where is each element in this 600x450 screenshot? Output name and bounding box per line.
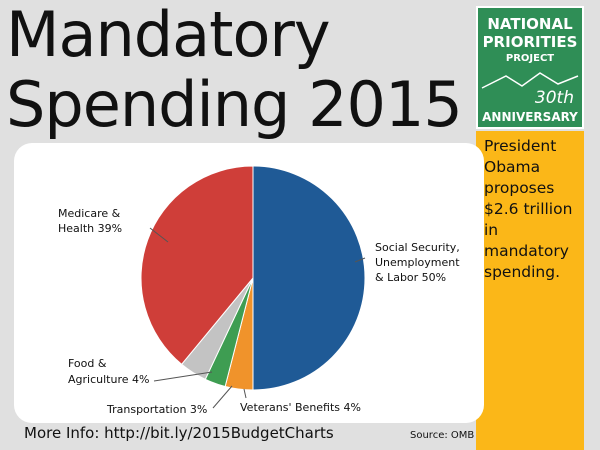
page-title-line1: Mandatory bbox=[6, 0, 331, 71]
sidebar-callout: President Obama proposes $2.6 trillion i… bbox=[476, 131, 584, 450]
logo-line2: PRIORITIES bbox=[482, 33, 578, 51]
slice-label-food-line1: Food & bbox=[68, 357, 107, 370]
pie-slices bbox=[140, 165, 366, 391]
leader-food bbox=[153, 371, 213, 382]
leader-veterans bbox=[243, 388, 247, 399]
logo-line4: 30th bbox=[534, 88, 574, 108]
leader-lines bbox=[149, 227, 366, 409]
slice-label-social-security-line3: & Labor 50% bbox=[375, 271, 446, 284]
national-priorities-project-logo: NATIONAL PRIORITIES PROJECT 30th ANNIVER… bbox=[476, 6, 584, 129]
logo-line5: ANNIVERSARY bbox=[482, 110, 578, 124]
slice-label-veterans: Veterans' Benefits 4% bbox=[240, 401, 361, 414]
leader-medicare bbox=[149, 227, 169, 243]
logo-line3: PROJECT bbox=[505, 53, 555, 64]
pie-slice-medicare-health bbox=[140, 165, 254, 366]
slice-label-social-security-line1: Social Security, bbox=[375, 241, 460, 254]
mountain-icon bbox=[481, 72, 579, 89]
slice-label-food-line2: Agriculture 4% bbox=[68, 373, 149, 386]
logo-line1: NATIONAL bbox=[487, 15, 573, 33]
leader-social-security bbox=[354, 257, 366, 263]
source-note: Source: OMB bbox=[410, 430, 475, 441]
slice-label-medicare-line2: Health 39% bbox=[58, 222, 122, 235]
slice-label-medicare-line1: Medicare & bbox=[58, 207, 121, 220]
slice-label-transportation: Transportation 3% bbox=[106, 403, 207, 416]
slice-label-social-security-line2: Unemployment bbox=[375, 256, 460, 269]
sidebar-callout-text: President Obama proposes $2.6 trillion i… bbox=[484, 137, 573, 281]
pie-slice-social-security bbox=[252, 165, 366, 391]
page-title-line2: Spending 2015 bbox=[6, 68, 463, 141]
leader-transportation bbox=[212, 385, 233, 409]
more-info-link[interactable]: More Info: http://bit.ly/2015BudgetChart… bbox=[24, 424, 334, 442]
